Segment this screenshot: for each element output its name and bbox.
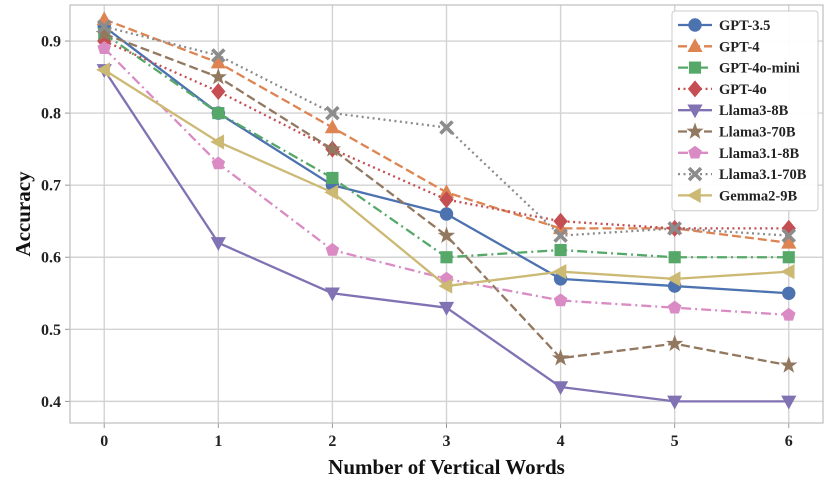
data-point-llama3-70b xyxy=(437,226,456,243)
data-point-llama3-70b xyxy=(551,349,570,366)
data-point-llama3-1-70b xyxy=(325,105,340,121)
data-point-llama3-70b xyxy=(209,67,227,85)
legend-label: Llama3-70B xyxy=(719,125,796,141)
legend: GPT-3.5 GPT-4 GPT-4o-mini GPT-4o Llama3-8B Ll… xyxy=(671,10,819,212)
data-point-gemma2-9b xyxy=(324,184,339,200)
legend-marker xyxy=(686,122,704,139)
x-tick-label: 6 xyxy=(785,433,793,450)
data-point-llama3-70b xyxy=(323,140,342,157)
data-point-llama3-1-70b xyxy=(667,221,682,236)
series-llama3-1-70b xyxy=(96,19,797,243)
series-gemma2-9b xyxy=(96,62,795,294)
legend-item-llama3-8b: Llama3-8B xyxy=(678,103,789,119)
legend-label: GPT-4o-mini xyxy=(719,61,800,77)
data-point-gemma2-9b xyxy=(780,264,795,280)
x-axis-title: Number of Vertical Words xyxy=(328,455,565,479)
legend-label: GPT-4 xyxy=(719,39,760,55)
data-point-llama3-1-70b xyxy=(439,120,454,135)
data-point-gemma2-9b xyxy=(210,134,225,150)
y-axis-title: Accuracy xyxy=(11,171,35,257)
legend-label: Llama3.1-70B xyxy=(719,167,807,183)
legend-label: GPT-3.5 xyxy=(719,18,770,34)
data-point-llama3-1-8b xyxy=(667,300,682,314)
data-point-llama3-1-8b xyxy=(325,242,340,256)
x-tick-label: 3 xyxy=(443,433,451,450)
data-point-llama3-1-8b xyxy=(553,293,568,307)
data-point-gemma2-9b xyxy=(552,264,567,280)
data-point-llama3-1-70b xyxy=(211,48,226,63)
legend-marker xyxy=(686,187,701,204)
legend-item-llama3-1-70b: Llama3.1-70B xyxy=(678,166,807,183)
legend-marker xyxy=(687,80,703,98)
data-point-llama3-8b xyxy=(210,237,226,251)
legend-marker xyxy=(687,38,703,53)
plot-frame xyxy=(69,4,824,424)
x-tick-label: 5 xyxy=(671,433,679,450)
x-tick-label: 4 xyxy=(557,433,565,450)
x-tick-label: 1 xyxy=(214,433,222,450)
y-tick-label: 0.8 xyxy=(41,106,61,123)
data-point-gpt-4o-mini xyxy=(326,171,339,185)
y-tick-label: 0.7 xyxy=(41,178,61,195)
legend-marker xyxy=(687,166,703,182)
y-tick-label: 0.6 xyxy=(41,250,61,267)
legend-item-gpt-4o-mini: GPT-4o-mini xyxy=(678,61,800,77)
data-point-llama3-70b xyxy=(780,356,798,373)
x-tick-label: 0 xyxy=(100,433,108,450)
data-point-llama3-8b xyxy=(552,381,569,396)
y-tick-label: 0.9 xyxy=(41,34,61,51)
x-tick-label: 2 xyxy=(328,433,336,450)
legend-label: Gemma2-9B xyxy=(719,188,797,204)
data-point-gpt-4o-mini xyxy=(554,243,567,257)
data-point-llama3-70b xyxy=(666,334,684,352)
y-tick-label: 0.5 xyxy=(41,322,61,339)
legend-label: Llama3-8B xyxy=(719,103,789,119)
data-point-gpt-4o xyxy=(553,212,568,230)
data-point-gpt-4o-mini xyxy=(440,251,453,264)
data-point-llama3-1-70b xyxy=(96,19,112,34)
data-point-gemma2-9b xyxy=(96,62,110,78)
legend-item-gpt-3-5: GPT-3.5 xyxy=(678,18,770,34)
data-point-llama3-8b xyxy=(667,395,683,410)
legend-item-gpt-4: GPT-4 xyxy=(678,38,760,55)
data-point-gpt-3-5 xyxy=(782,286,796,300)
axes: 0 1 2 3 4 5 6 0.4 0.5 0.6 0.7 0.8 0.9 xyxy=(41,4,824,450)
data-point-gpt-4o xyxy=(211,82,226,100)
data-point-gpt-4o xyxy=(439,191,454,209)
data-point-llama3-1-8b xyxy=(211,156,226,170)
legend-item-llama3-1-8b: Llama3.1-8B xyxy=(678,145,799,162)
data-point-llama3-1-8b xyxy=(782,307,796,321)
data-point-llama3-1-70b xyxy=(553,228,568,243)
legend-marker xyxy=(688,18,702,32)
data-point-gpt-3-5 xyxy=(439,207,454,221)
data-point-gemma2-9b xyxy=(438,278,453,294)
legend-marker xyxy=(687,104,703,119)
legend-item-gemma2-9b: Gemma2-9B xyxy=(678,187,797,204)
data-point-llama3-1-70b xyxy=(781,228,797,243)
data-point-gpt-4 xyxy=(781,234,797,249)
data-point-gpt-4o-mini xyxy=(668,251,681,264)
legend-marker xyxy=(688,61,702,74)
legend-box xyxy=(671,10,819,212)
data-point-gemma2-9b xyxy=(666,271,681,287)
series-group xyxy=(95,11,798,410)
data-point-llama3-8b xyxy=(324,287,341,302)
legend-item-llama3-70b: Llama3-70B xyxy=(678,122,796,141)
legend-label: GPT-4o xyxy=(719,82,767,98)
series-llama3-8b xyxy=(96,64,797,410)
data-point-llama3-1-8b xyxy=(97,41,111,54)
data-point-gpt-4 xyxy=(324,119,341,134)
legend-marker xyxy=(688,145,702,159)
y-tick-label: 0.4 xyxy=(41,394,61,411)
legend-item-gpt-4o: GPT-4o xyxy=(678,80,767,98)
data-point-gpt-4o-mini xyxy=(782,251,795,264)
data-point-llama3-8b xyxy=(781,395,797,410)
data-point-gpt-4o-mini xyxy=(212,107,225,120)
legend-label: Llama3.1-8B xyxy=(719,146,799,162)
data-point-llama3-8b xyxy=(438,301,455,316)
